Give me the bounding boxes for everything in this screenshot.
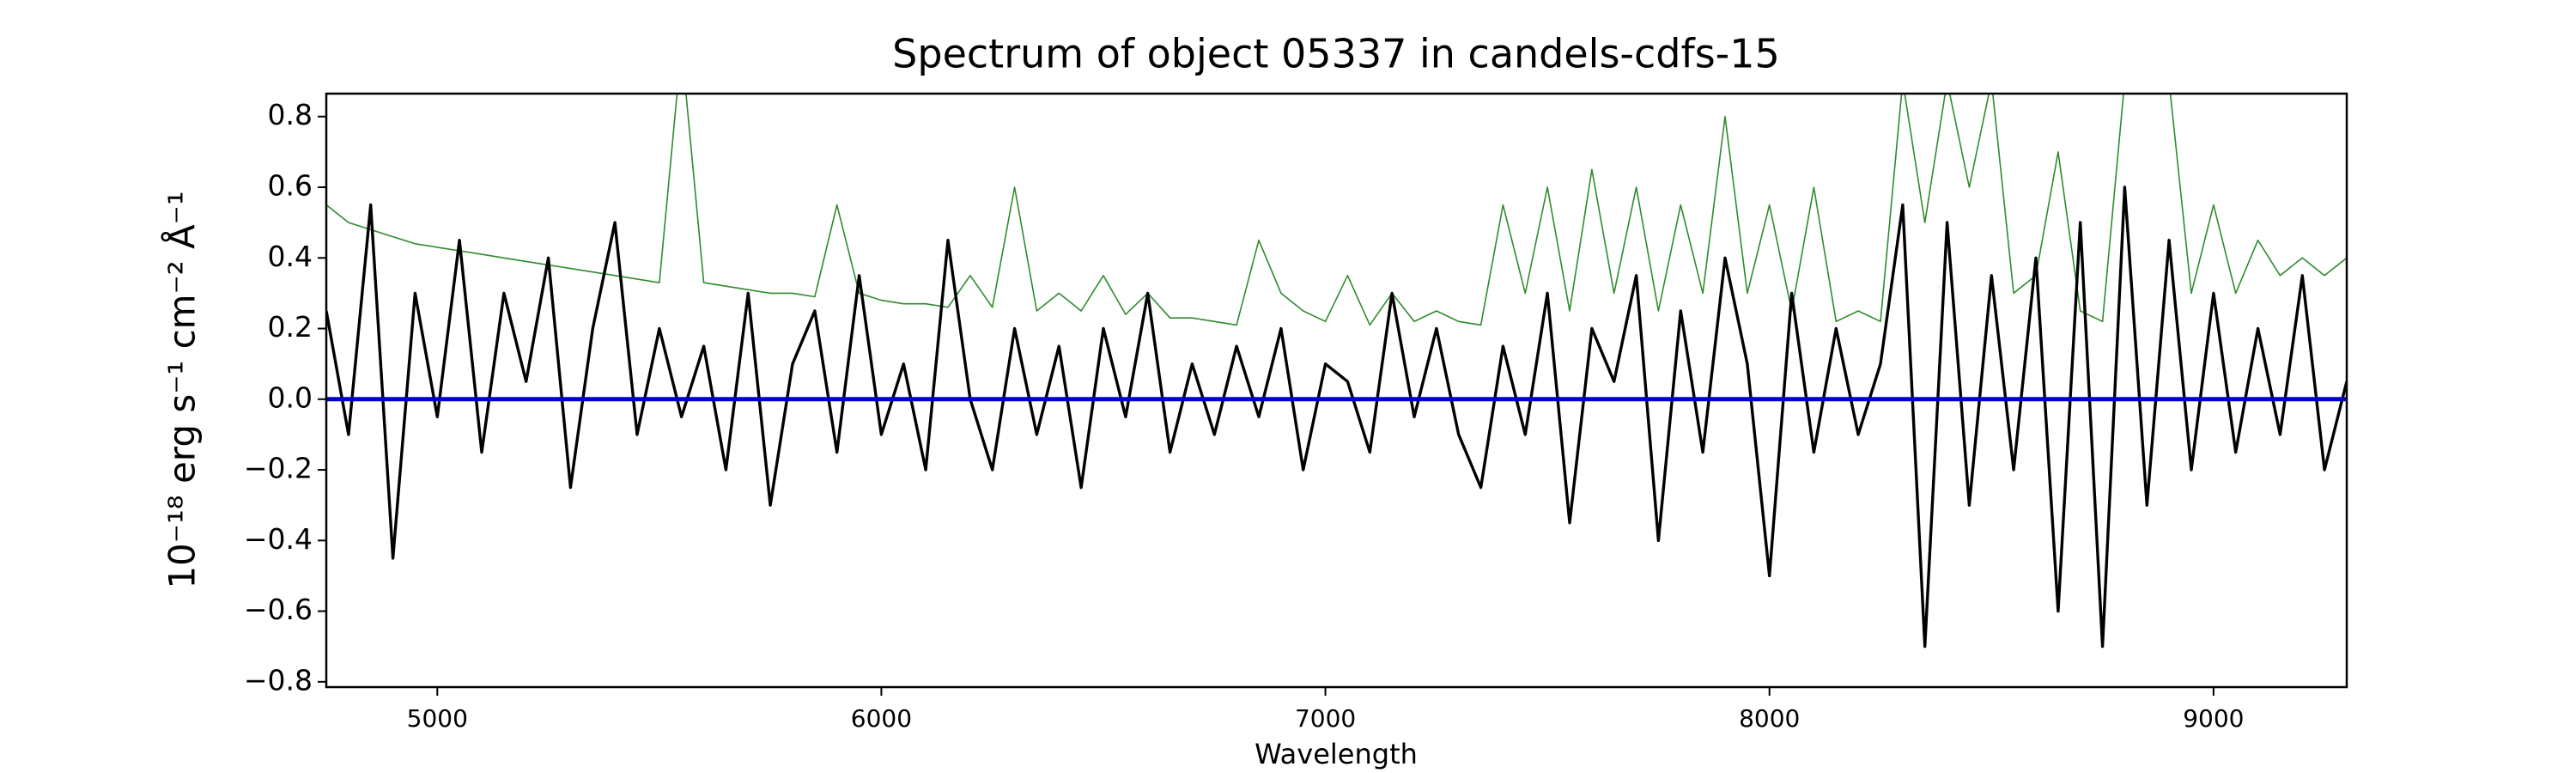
- chart-title: Spectrum of object 05337 in candels-cdfs…: [892, 31, 1780, 77]
- plot-lines: [326, 94, 2347, 648]
- y-tick-label: −0.8: [244, 663, 313, 697]
- x-tick-label: 8000: [1739, 704, 1800, 733]
- y-tick-label: −0.2: [244, 452, 313, 485]
- spectrum-line: [326, 186, 2347, 648]
- x-tick-label: 6000: [851, 704, 912, 733]
- spectrum-line: [326, 94, 2347, 326]
- y-tick-label: 0.8: [268, 98, 313, 131]
- x-tick-label: 9000: [2183, 704, 2244, 733]
- x-tick-label: 5000: [407, 704, 468, 733]
- x-tick-label: 7000: [1295, 704, 1356, 733]
- y-tick-label: −0.6: [244, 593, 313, 626]
- y-tick-label: −0.4: [244, 522, 313, 556]
- plot-frame: [325, 92, 2348, 689]
- y-tick-label: 0.2: [268, 310, 313, 344]
- y-tick-label: 0.6: [268, 168, 313, 202]
- y-axis-label: 10⁻¹⁸ erg s⁻¹ cm⁻² Å⁻¹: [161, 191, 204, 588]
- y-tick-label: 0.4: [268, 240, 313, 273]
- y-tick-label: 0.0: [268, 380, 313, 414]
- x-axis-label: Wavelength: [1255, 738, 1418, 770]
